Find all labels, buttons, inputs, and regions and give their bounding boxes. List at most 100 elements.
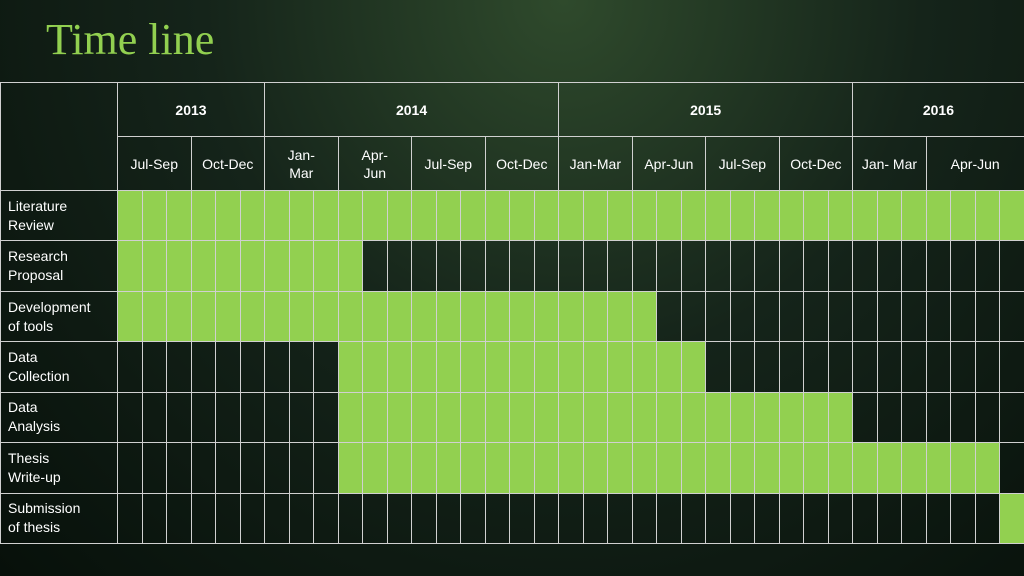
timeline-cell-empty: [852, 240, 878, 292]
timeline-cell-empty: [190, 442, 216, 494]
timeline-cell-empty: [778, 240, 805, 292]
timeline-cell-empty: [288, 391, 314, 444]
timeline-cell-active: [190, 240, 216, 292]
timeline-cell-active: [803, 391, 829, 444]
timeline-cell-empty: [509, 492, 535, 545]
timeline-cell-empty: [141, 492, 167, 545]
period-header: Jan- Mar: [852, 136, 927, 191]
timeline-cell-empty: [999, 391, 1024, 444]
timeline-cell-active: [460, 341, 486, 393]
period-header: Jan- Mar: [264, 136, 339, 191]
task-label: Data Collection: [0, 341, 118, 393]
timeline-cell-active: [239, 290, 265, 343]
timeline-cell-empty: [215, 341, 241, 393]
timeline-cell-active: [607, 442, 633, 494]
timeline-cell-empty: [533, 240, 560, 292]
timeline-cell-active: [803, 189, 829, 242]
timeline-cell-active: [509, 189, 535, 242]
timeline-cell-active: [999, 492, 1024, 545]
timeline-cell-active: [754, 442, 780, 494]
timeline-cell-active: [386, 341, 412, 393]
timeline-cell-empty: [729, 492, 756, 545]
timeline-cell-active: [509, 341, 535, 393]
timeline-cell-active: [411, 341, 437, 393]
timeline-cell-empty: [484, 240, 510, 292]
timeline-cell-empty: [264, 492, 290, 545]
timeline-cell-active: [729, 189, 756, 242]
timeline-cell-active: [950, 189, 976, 242]
period-header-row: Jul-Sep Oct-Dec Jan- Mar Apr- Jun Jul-Sep Oct…: [1, 136, 1024, 191]
timeline-cell-empty: [999, 240, 1024, 292]
timeline-cell-active: [974, 442, 1001, 494]
period-header: Apr-Jun: [631, 136, 707, 191]
timeline-cell-empty: [166, 442, 192, 494]
timeline-cell-active: [974, 189, 1001, 242]
timeline-cell-active: [411, 442, 437, 494]
timeline-cell-active: [460, 442, 486, 494]
timeline-cell-active: [362, 341, 388, 393]
timeline-cell-empty: [264, 442, 290, 494]
timeline-cell-empty: [974, 341, 1001, 393]
timeline-cell-empty: [705, 240, 731, 292]
period-header: Oct-Dec: [778, 136, 854, 191]
timeline-cell-empty: [950, 290, 976, 343]
timeline-cell-empty: [117, 341, 143, 393]
timeline-cell-active: [509, 391, 535, 444]
timeline-cell-active: [852, 442, 878, 494]
timeline-cell-empty: [974, 240, 1001, 292]
period-header: Apr-Jun: [925, 136, 1024, 191]
timeline-cell-empty: [190, 391, 216, 444]
timeline-cell-empty: [729, 341, 756, 393]
timeline-cell-active: [558, 341, 584, 393]
timeline-cell-active: [582, 341, 609, 393]
timeline-cell-empty: [239, 391, 265, 444]
timeline-cell-empty: [778, 341, 805, 393]
period-header: Jul-Sep: [705, 136, 780, 191]
timeline-cell-empty: [288, 492, 314, 545]
timeline-cell-empty: [705, 341, 731, 393]
timeline-cell-active: [680, 391, 707, 444]
timeline-cell-empty: [362, 492, 388, 545]
timeline-cell-active: [484, 391, 510, 444]
timeline-cell-active: [362, 189, 388, 242]
timeline-cell-active: [411, 189, 437, 242]
timeline-cell-active: [484, 290, 510, 343]
timeline-cell-empty: [313, 341, 339, 393]
timeline-cell-active: [852, 189, 878, 242]
timeline-cell-active: [901, 442, 927, 494]
timeline-cell-empty: [656, 492, 682, 545]
timeline-cell-active: [680, 189, 707, 242]
timeline-cell-active: [680, 442, 707, 494]
timeline-cell-empty: [288, 442, 314, 494]
timeline-cell-empty: [141, 442, 167, 494]
timeline-cell-active: [337, 240, 363, 292]
timeline-cell-active: [190, 290, 216, 343]
timeline-cell-empty: [190, 492, 216, 545]
timeline-cell-empty: [729, 240, 756, 292]
timeline-cell-empty: [215, 442, 241, 494]
timeline-cell-empty: [117, 492, 143, 545]
timeline-cell-active: [754, 189, 780, 242]
timeline-cell-active: [264, 189, 290, 242]
timeline-cell-active: [460, 290, 486, 343]
timeline-cell-empty: [313, 492, 339, 545]
timeline-cell-empty: [215, 492, 241, 545]
timeline-cell-empty: [901, 492, 927, 545]
timeline-cell-active: [313, 290, 339, 343]
timeline-cell-empty: [313, 442, 339, 494]
timeline-cell-empty: [656, 240, 682, 292]
timeline-cell-active: [411, 290, 437, 343]
task-row: Development of tools: [0, 290, 1024, 343]
timeline-cell-active: [656, 391, 682, 444]
timeline-cell-empty: [754, 492, 780, 545]
timeline-cell-empty: [680, 492, 707, 545]
timeline-cell-active: [117, 240, 143, 292]
timeline-cell-empty: [631, 240, 658, 292]
timeline-cell-empty: [558, 492, 584, 545]
timeline-cell-empty: [974, 391, 1001, 444]
timeline-cell-empty: [582, 492, 609, 545]
task-label: Development of tools: [0, 290, 118, 343]
timeline-cell-empty: [778, 492, 805, 545]
timeline-cell-empty: [876, 341, 903, 393]
timeline-cell-empty: [754, 341, 780, 393]
